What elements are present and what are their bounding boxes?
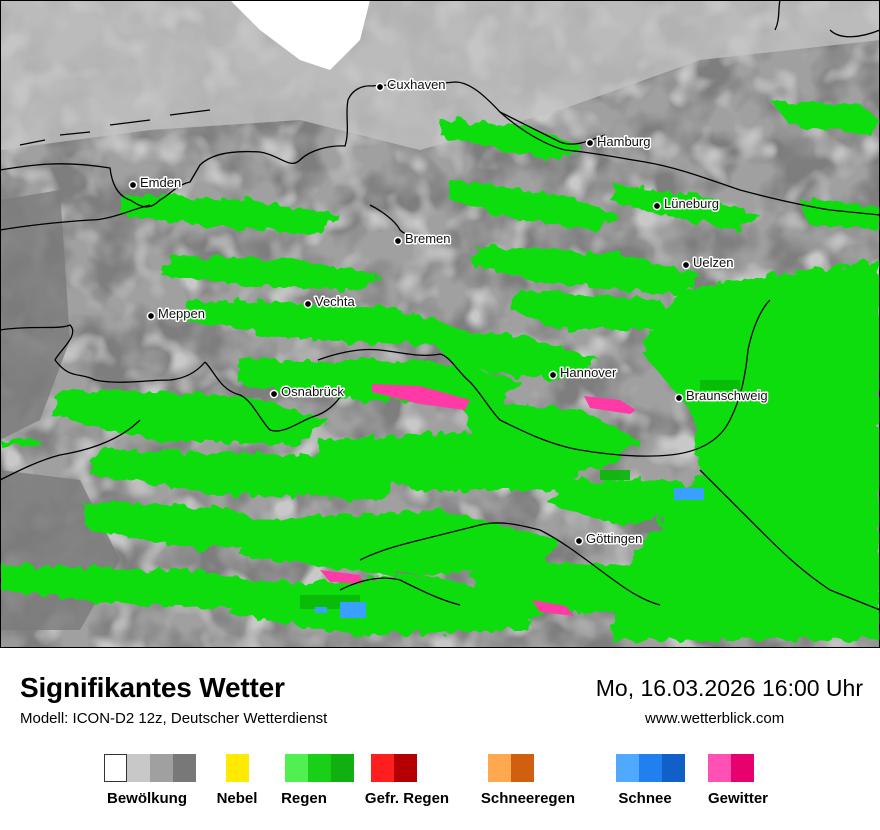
- cloud-clear-patch: [230, 0, 370, 70]
- legend-swatch: [371, 754, 394, 782]
- city-label: Braunschweig: [686, 388, 768, 403]
- legend-swatch: [104, 754, 127, 782]
- legend-cloud: [104, 754, 196, 782]
- thunderstorm-areas: [320, 384, 636, 616]
- city-label: Vechta: [315, 294, 356, 309]
- city-label: Uelzen: [693, 255, 733, 270]
- rain-areas: [0, 100, 880, 640]
- weather-map: Cuxhaven Hamburg Emden Lüneburg Bremen U…: [0, 0, 880, 648]
- forecast-datetime: Mo, 16.03.2026 16:00 Uhr: [595, 675, 863, 701]
- city-goettingen[interactable]: Göttingen: [574, 530, 644, 548]
- legend-swatch: [662, 754, 685, 782]
- legend-swatches: [708, 754, 754, 782]
- city-markers: Cuxhaven Hamburg Emden Lüneburg Bremen U…: [128, 76, 769, 548]
- city-label: Hamburg: [597, 134, 650, 149]
- city-label: Göttingen: [586, 531, 642, 546]
- city-dot: [146, 311, 156, 321]
- city-bremen[interactable]: Bremen: [393, 230, 452, 248]
- legend-swatches: [226, 754, 249, 782]
- legend-rain: [285, 754, 354, 782]
- city-dot: [674, 393, 684, 403]
- legend-swatch: [639, 754, 662, 782]
- legend-sleet: [488, 754, 534, 782]
- map-outlines: [0, 0, 880, 611]
- city-meppen[interactable]: Meppen: [146, 305, 206, 323]
- city-label: Emden: [140, 175, 181, 190]
- city-label: Meppen: [158, 306, 205, 321]
- city-osnabrueck[interactable]: Osnabrück: [269, 383, 346, 401]
- city-dot: [548, 370, 558, 380]
- city-hannover[interactable]: Hannover: [548, 364, 619, 382]
- city-dot: [681, 260, 691, 270]
- legend-label-freezing-rain: Gefr. Regen: [364, 790, 450, 807]
- legend-thunderstorm: [708, 754, 754, 782]
- legend-freezing-rain: [371, 754, 417, 782]
- city-lueneburg[interactable]: Lüneburg: [652, 195, 720, 213]
- city-dot: [652, 201, 662, 211]
- legend-swatch: [173, 754, 196, 782]
- legend-swatch: [308, 754, 331, 782]
- city-label: Lüneburg: [664, 196, 719, 211]
- city-dot: [393, 236, 403, 246]
- city-cuxhaven[interactable]: Cuxhaven: [375, 76, 447, 94]
- legend-label-thunderstorm: Gewitter: [707, 790, 769, 807]
- legend-swatch: [616, 754, 639, 782]
- map-title: Signifikantes Wetter: [20, 672, 285, 703]
- snow-areas: [315, 488, 704, 618]
- legend-swatches: [371, 754, 417, 782]
- map-footer: Signifikantes Wetter Modell: ICON-D2 12z…: [0, 648, 880, 830]
- legend-swatch: [127, 754, 150, 782]
- legend-swatch: [511, 754, 534, 782]
- legend-label-rain: Regen: [281, 790, 327, 807]
- cloud-dark-west: [0, 190, 70, 440]
- city-label: Osnabrück: [281, 384, 344, 399]
- city-label: Cuxhaven: [387, 77, 446, 92]
- legend-swatch: [394, 754, 417, 782]
- city-hamburg[interactable]: Hamburg: [585, 133, 652, 151]
- legend-label-fog: Nebel: [216, 790, 258, 807]
- city-dot: [375, 82, 385, 92]
- legend-swatch: [708, 754, 731, 782]
- city-label: Bremen: [405, 231, 451, 246]
- model-info: Modell: ICON-D2 12z, Deutscher Wetterdie…: [20, 710, 328, 727]
- legend-swatch: [331, 754, 354, 782]
- legend-swatch: [150, 754, 173, 782]
- city-dot: [128, 180, 138, 190]
- city-braunschweig[interactable]: Braunschweig: [674, 387, 769, 405]
- cloud-light-north: [0, 0, 880, 150]
- city-dot: [585, 138, 595, 148]
- website-link[interactable]: www.wetterblick.com: [645, 710, 785, 727]
- legend-swatches: [104, 754, 196, 782]
- city-emden[interactable]: Emden: [128, 174, 183, 192]
- legend-swatch: [285, 754, 308, 782]
- legend-swatches: [616, 754, 685, 782]
- legend-label-cloud: Bewölkung: [106, 790, 188, 807]
- city-dot: [303, 299, 313, 309]
- city-label: Hannover: [560, 365, 617, 380]
- legend-swatches: [285, 754, 354, 782]
- legend-label-snow: Schnee: [618, 790, 672, 807]
- legend-fog: [226, 754, 249, 782]
- legend-swatch: [731, 754, 754, 782]
- city-dot: [269, 389, 279, 399]
- legend-label-sleet: Schneeregen: [480, 790, 576, 807]
- city-dot: [574, 536, 584, 546]
- city-uelzen[interactable]: Uelzen: [681, 254, 735, 272]
- legend-swatches: [488, 754, 534, 782]
- city-vechta[interactable]: Vechta: [303, 293, 357, 311]
- legend-swatch: [488, 754, 511, 782]
- legend-snow: [616, 754, 685, 782]
- legend-swatch: [226, 754, 249, 782]
